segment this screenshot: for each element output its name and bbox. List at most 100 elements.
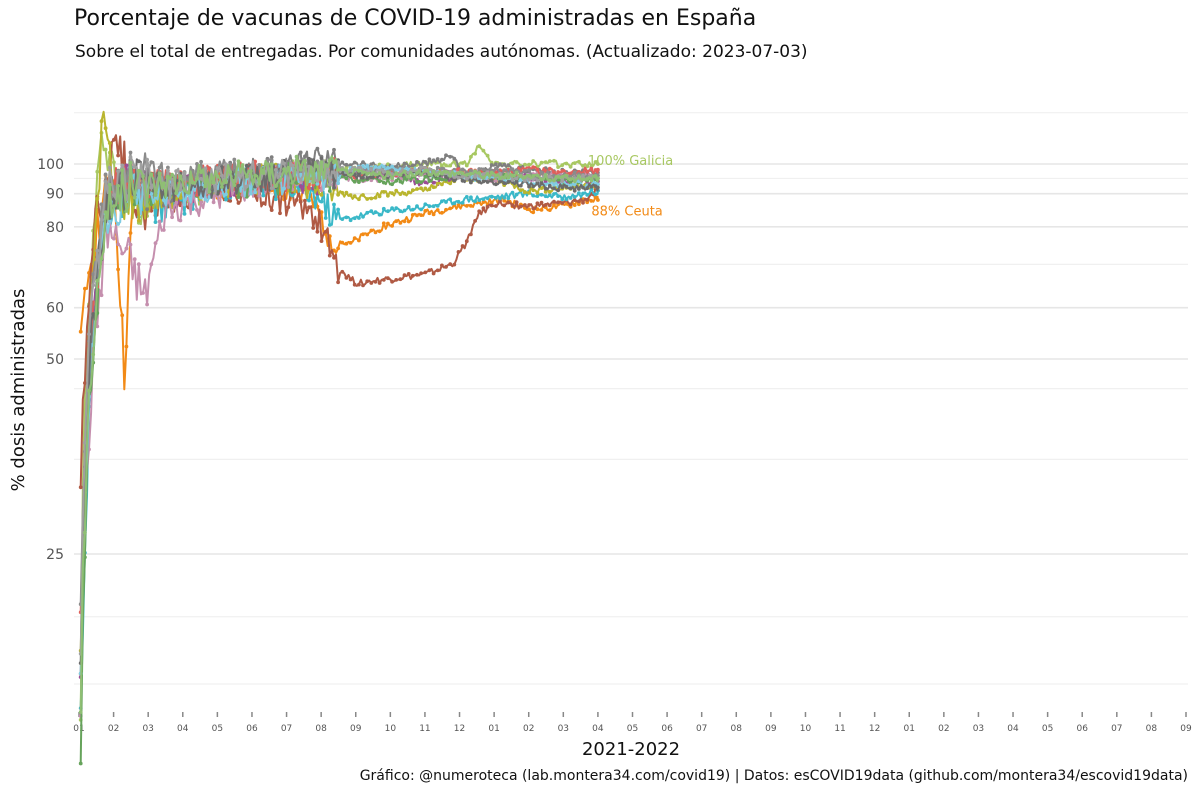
data-point (494, 162, 498, 167)
data-point (278, 211, 282, 216)
data-point (581, 200, 585, 205)
data-point (552, 192, 556, 196)
data-point (348, 277, 353, 282)
data-point (473, 151, 477, 156)
x-tick-label: 05 (627, 724, 638, 734)
data-point (572, 188, 577, 193)
data-point (220, 185, 224, 189)
data-point (83, 286, 87, 291)
data-point (419, 207, 423, 212)
data-point (502, 175, 507, 180)
data-point (427, 211, 432, 216)
data-point (406, 219, 411, 224)
data-point (464, 173, 469, 177)
data-point (456, 175, 461, 180)
data-point (539, 177, 544, 182)
data-point (431, 185, 436, 190)
data-point (294, 181, 299, 185)
data-point (410, 163, 415, 168)
data-point (473, 175, 477, 179)
data-point (440, 199, 444, 204)
data-point (531, 165, 536, 170)
data-point (381, 221, 386, 226)
data-point (523, 190, 527, 195)
data-point (498, 179, 502, 184)
data-point (469, 168, 473, 173)
data-point (170, 172, 175, 177)
data-point (336, 207, 340, 212)
data-point (547, 178, 552, 183)
data-point (87, 332, 91, 336)
data-point (589, 166, 594, 171)
data-point (244, 163, 249, 168)
data-point (381, 164, 386, 169)
data-point (253, 190, 257, 195)
data-point (265, 162, 270, 167)
data-point (361, 164, 365, 168)
data-point (394, 206, 399, 211)
data-point (190, 180, 195, 185)
data-point (596, 167, 600, 172)
data-point (377, 212, 382, 217)
data-point (560, 197, 565, 202)
data-point (423, 169, 428, 173)
y-tick-label: 25 (46, 547, 64, 563)
data-point (431, 212, 436, 217)
data-point (365, 163, 370, 168)
data-point (315, 164, 320, 169)
data-point (481, 148, 486, 153)
series-asturias (78, 154, 600, 714)
data-point (149, 185, 154, 190)
data-point (431, 271, 436, 276)
data-point (514, 179, 519, 184)
data-point (402, 175, 407, 180)
data-point (215, 191, 220, 196)
data-point (298, 178, 303, 182)
data-point (485, 204, 490, 209)
data-point (319, 188, 324, 193)
data-point (136, 218, 141, 223)
x-tick-label: 06 (1076, 724, 1088, 734)
data-point (78, 710, 83, 714)
data-point (286, 165, 291, 170)
data-point (78, 329, 83, 334)
data-point (357, 197, 361, 202)
data-point (539, 200, 544, 205)
data-point (145, 157, 150, 162)
data-point (381, 278, 386, 282)
data-point (448, 181, 453, 186)
data-point (273, 197, 278, 202)
data-point (444, 207, 448, 212)
data-point (506, 180, 511, 184)
x-tick-label: 03 (142, 724, 153, 734)
data-point (506, 175, 511, 180)
data-point (585, 169, 590, 174)
data-point (423, 186, 428, 191)
data-point (294, 198, 299, 202)
data-point (336, 181, 340, 186)
data-point (257, 194, 262, 198)
data-point (440, 263, 444, 268)
data-point (427, 187, 432, 192)
data-point (568, 183, 573, 188)
x-tick-label: 01 (73, 724, 84, 734)
data-point (103, 179, 108, 184)
data-point (535, 181, 540, 185)
data-point (402, 219, 407, 224)
data-point (473, 169, 477, 174)
data-point (402, 169, 407, 174)
data-point (423, 270, 428, 275)
data-point (298, 167, 303, 172)
data-point (398, 209, 403, 214)
data-point (377, 171, 382, 176)
data-point (568, 177, 573, 182)
data-point (352, 236, 357, 241)
x-tick-label: 02 (523, 724, 534, 734)
data-point (444, 174, 448, 179)
data-point (357, 168, 361, 173)
y-tick-label: 80 (46, 220, 64, 236)
data-point (435, 181, 440, 186)
data-point (199, 185, 204, 190)
data-point (568, 186, 573, 191)
data-point (547, 203, 552, 208)
